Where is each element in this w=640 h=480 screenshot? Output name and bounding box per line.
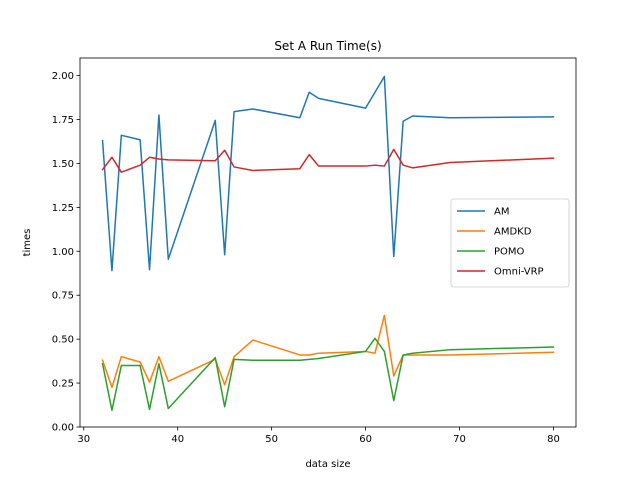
- legend-box: [450, 198, 570, 288]
- x-tick-label: 30: [77, 434, 90, 445]
- y-tick-label: 0.00: [52, 423, 74, 434]
- y-tick-label: 1.75: [52, 115, 74, 126]
- series-line-am: [101, 75, 555, 272]
- y-tick-label: 1.00: [52, 247, 74, 258]
- y-tick-label: 0.50: [52, 335, 74, 346]
- chart-title: Set A Run Time(s): [274, 39, 381, 53]
- legend-label-omni-vrp: Omni-VRP: [494, 267, 544, 278]
- series-line-omni-vrp: [101, 148, 555, 173]
- x-axis-label: data size: [305, 459, 350, 470]
- y-tick-label: 0.75: [52, 291, 74, 302]
- y-tick-label: 1.25: [52, 203, 74, 214]
- y-tick-label: 2.00: [52, 71, 74, 82]
- x-tick-label: 80: [547, 434, 560, 445]
- legend-label-amdkd: AMDKD: [494, 227, 532, 238]
- series-line-amdkd: [101, 314, 555, 389]
- x-tick-label: 60: [359, 434, 372, 445]
- legend: AM AMDKD POMO Omni-VRP: [450, 198, 570, 288]
- y-tick-label: 1.50: [52, 159, 74, 170]
- plot-frame: [79, 57, 577, 428]
- legend-label-am: AM: [494, 207, 509, 218]
- y-axis-label: times: [22, 229, 33, 257]
- x-tick-label: 40: [171, 434, 184, 445]
- series-line-pomo: [101, 337, 555, 412]
- legend-label-pomo: POMO: [494, 247, 525, 258]
- x-tick-label: 70: [453, 434, 466, 445]
- y-tick-label: 0.25: [52, 379, 74, 390]
- x-tick-label: 50: [265, 434, 278, 445]
